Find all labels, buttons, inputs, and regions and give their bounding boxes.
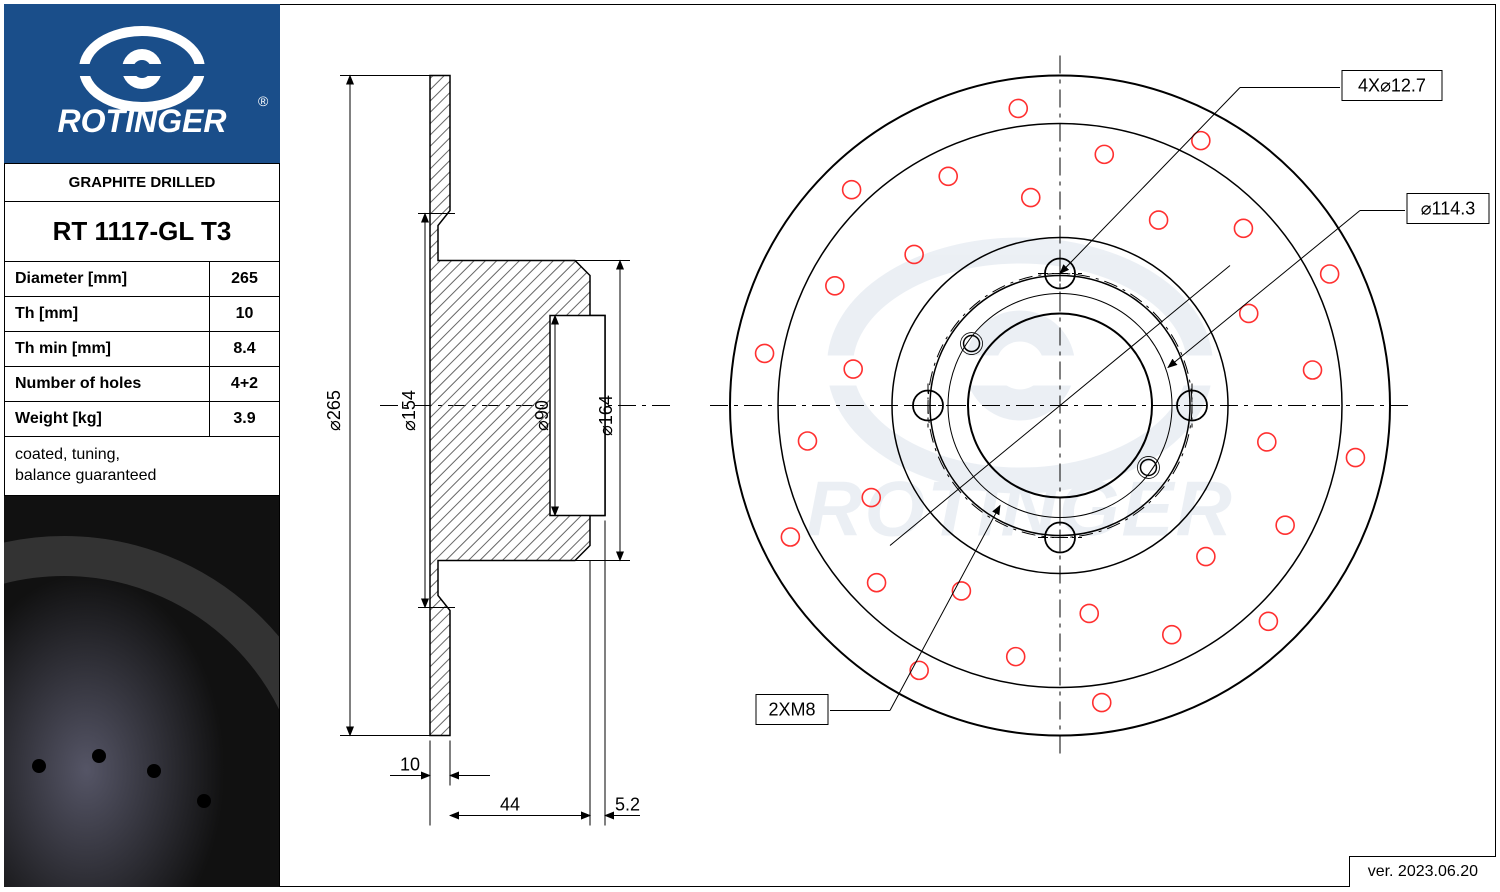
callout-thread: 2XM8 <box>768 700 815 720</box>
dim-44: 44 <box>500 795 520 815</box>
spec-value: 10 <box>210 297 280 332</box>
dim-d90: ⌀90 <box>532 400 552 431</box>
dim-t10: 10 <box>400 755 420 775</box>
version-label: ver. 2023.06.20 <box>1349 856 1496 887</box>
info-panel: ROTINGER ® GRAPHITE DRILLED RT 1117-GL T… <box>4 4 280 887</box>
spec-value: 8.4 <box>210 332 280 367</box>
product-subtitle: GRAPHITE DRILLED <box>4 164 280 202</box>
callout-pcd: ⌀114.3 <box>1421 199 1476 219</box>
table-row: Th min [mm]8.4 <box>5 332 280 367</box>
dim-d154: ⌀154 <box>399 390 419 431</box>
spec-label: Diameter [mm] <box>5 262 210 297</box>
part-number: RT 1117-GL T3 <box>4 202 280 262</box>
spec-value: 265 <box>210 262 280 297</box>
product-photo <box>4 496 280 887</box>
side-view: ⌀265 ⌀154 ⌀90 ⌀164 10 44 <box>324 76 670 826</box>
dim-d164: ⌀164 <box>596 395 616 436</box>
spec-label: Weight [kg] <box>5 402 210 437</box>
spec-value: 3.9 <box>210 402 280 437</box>
technical-drawing: ROTINGER ⌀265 ⌀154 ⌀9 <box>300 10 1490 851</box>
brand-logo: ROTINGER ® <box>12 14 272 154</box>
spec-label: Th min [mm] <box>5 332 210 367</box>
brand-logo-block: ROTINGER ® <box>4 4 280 164</box>
dim-52: 5.2 <box>615 795 640 815</box>
notes: coated, tuning,balance guaranteed <box>4 437 280 496</box>
spec-label: Number of holes <box>5 367 210 402</box>
table-row: Th [mm]10 <box>5 297 280 332</box>
front-view <box>710 56 1410 756</box>
spec-value: 4+2 <box>210 367 280 402</box>
watermark: ROTINGER <box>800 251 1240 553</box>
spec-table: Diameter [mm]265 Th [mm]10 Th min [mm]8.… <box>4 262 280 437</box>
svg-text:ROTINGER: ROTINGER <box>806 465 1234 553</box>
table-row: Diameter [mm]265 <box>5 262 280 297</box>
brand-text: ROTINGER <box>58 103 227 139</box>
spec-label: Th [mm] <box>5 297 210 332</box>
table-row: Weight [kg]3.9 <box>5 402 280 437</box>
registered-mark: ® <box>258 93 269 109</box>
drawing-svg: ROTINGER ⌀265 ⌀154 ⌀9 <box>300 10 1490 851</box>
callouts: 4X⌀12.7 ⌀114.3 2XM8 <box>756 71 1489 725</box>
dim-d265: ⌀265 <box>324 390 344 431</box>
callout-bolt: 4X⌀12.7 <box>1358 76 1426 96</box>
table-row: Number of holes4+2 <box>5 367 280 402</box>
